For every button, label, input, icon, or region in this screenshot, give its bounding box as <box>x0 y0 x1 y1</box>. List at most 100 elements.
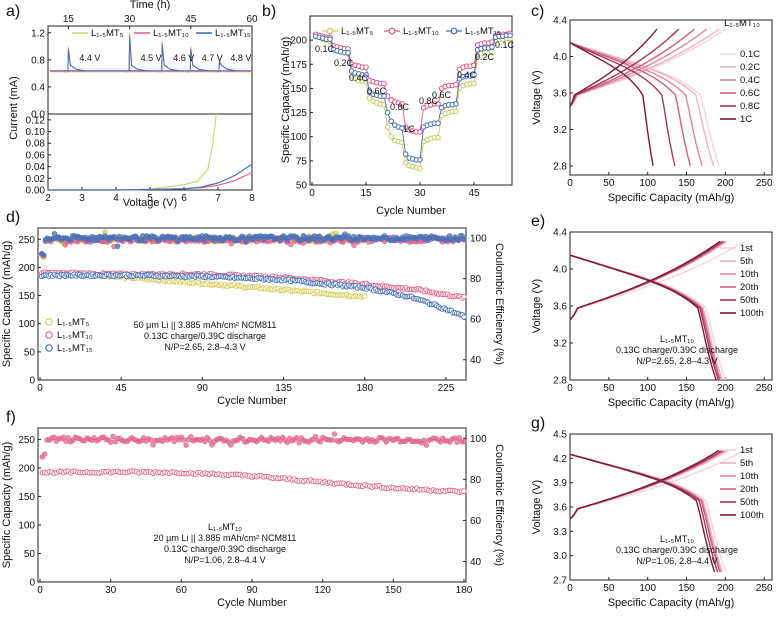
legend-d: L₁.₅MT₅ L₁.₅MT₁₀ L₁.₅MT₁₅ <box>45 317 93 354</box>
y-axis-label-e: Voltage (V) <box>531 279 543 333</box>
y-tick-label-b: 50 <box>296 181 308 192</box>
panel-f: f) 0 30 60 90 120 150 180 0 50 100 150 200 250 40 60 80 1… <box>1 409 505 609</box>
upper-y-tick-label: 0.0 <box>31 110 45 121</box>
y2-tick-label-f: 40 <box>470 557 482 568</box>
y-axis-label-c: Voltage (V) <box>531 70 543 124</box>
legend-c: 0.1C 0.2C 0.4C 0.6C 0.8C 1C <box>720 49 760 125</box>
panel-a: a) Time (h)15 30 45 600.00.40.81.24.4 V 4.5 V… <box>6 0 258 209</box>
x-tick-label-c: 250 <box>756 178 773 189</box>
annotation-e: N/P=2.65, 2.8–4.3 V <box>636 356 717 366</box>
rate-label: 0.6C <box>367 86 387 96</box>
y-tick-label-d: 150 <box>18 291 35 302</box>
x-tick-label-a: 3 <box>79 193 85 204</box>
lower-y-tick-label: 0.06 <box>26 150 46 161</box>
legend-g: 1st 5th 10th 20th 50th 100th <box>720 445 764 521</box>
x-tick-label-e: 50 <box>603 383 615 394</box>
rate-point <box>417 129 423 135</box>
y-tick-label-b: 175 <box>290 60 307 71</box>
legend-d-item-marker <box>45 318 53 326</box>
ce-point <box>42 451 48 457</box>
x-tick-label-b: 45 <box>468 188 480 199</box>
rate-point <box>453 81 459 88</box>
x-tick-label-g: 200 <box>717 583 734 594</box>
annotation-f: N/P=1.06, 2.8–4.4 V <box>184 555 265 565</box>
lower-y-tick-label: 0.10 <box>26 127 46 138</box>
ce-point <box>180 437 187 443</box>
x-tick-label-g: 100 <box>639 583 656 594</box>
upper-y-tick-label: 1.2 <box>31 28 45 39</box>
y2-tick-label-d: 80 <box>470 274 482 285</box>
ce-point <box>206 437 213 444</box>
rate-point <box>345 49 351 56</box>
legend-g-label: 50th <box>740 497 759 508</box>
ce-point <box>312 433 319 440</box>
rate-point <box>363 72 369 78</box>
x-tick-label-e: 100 <box>639 383 656 394</box>
x-tick-label-f: 30 <box>105 585 117 596</box>
legend-d-label: L₁.₅MT₁₀ <box>57 330 93 341</box>
rate-point <box>489 44 495 50</box>
y-tick-label-g: 4.5 <box>553 430 567 441</box>
rate-point <box>402 151 409 157</box>
annotation-d: 0.13C charge/0.39C discharge <box>144 331 266 341</box>
x-axis-label-g: Specific Capacity (mAh/g) <box>608 597 735 609</box>
y-tick-label-b: 200 <box>290 36 307 47</box>
y2-tick-label-f: 100 <box>470 434 487 445</box>
rate-label: 0.4C <box>457 70 477 80</box>
x-axis-label-e: Specific Capacity (mAh/g) <box>608 397 735 409</box>
y-tick-label-g: 3.9 <box>553 478 567 489</box>
legend-b-item-marker <box>450 27 458 35</box>
rate-point <box>384 124 391 130</box>
legend-d-item-marker <box>45 331 53 339</box>
x-tick-label-c: 50 <box>603 178 615 189</box>
rate-point <box>417 165 423 172</box>
charge-curve <box>569 28 680 107</box>
x-tick-label-c: 100 <box>639 178 656 189</box>
rate-point <box>381 93 387 99</box>
legend-a: L₁.₅MT₅ L₁.₅MT₁₀ L₁.₅MT₁₅ <box>72 28 251 39</box>
annotation-d: 50 μm Li || 3.885 mAh/cm² NCM811 <box>134 320 277 330</box>
annotation-e: L₁.₅MT₁₀ <box>660 334 694 344</box>
y2-tick-label-d: 100 <box>470 234 487 245</box>
rate-point <box>363 64 369 70</box>
legend-g-label: 20th <box>740 484 759 495</box>
y-tick-label-c: 3.6 <box>553 88 567 99</box>
y-tick-label-c: 4.0 <box>553 52 567 63</box>
panel-label-b: b) <box>262 3 276 20</box>
rate-label: 1C <box>403 124 415 134</box>
upper-y-tick-label: 0.8 <box>31 55 45 66</box>
y-axis-label-b: Specific Capacity (mAh/g) <box>280 37 292 164</box>
y-tick-label-d: 250 <box>18 235 35 246</box>
legend-a-label: L₁.₅MT₁₅ <box>215 28 251 39</box>
y-axis-label-f: Specific Capacity (mAh/g) <box>1 442 13 569</box>
x-tick-label-f: 60 <box>176 585 188 596</box>
x-tick-label-d: 45 <box>116 383 128 394</box>
top-tick-label: 60 <box>246 14 258 25</box>
rate-point <box>453 108 459 115</box>
y-tick-label-b: 150 <box>290 84 307 95</box>
ce-point <box>188 434 194 440</box>
x-tick-label-e: 250 <box>756 383 773 394</box>
ce-point <box>461 438 467 445</box>
y-tick-label-b: 125 <box>290 108 307 119</box>
x-tick-label-b: 15 <box>360 188 372 199</box>
x-axis-label-b: Cycle Number <box>376 205 446 217</box>
ce-point <box>40 252 47 258</box>
legend-b-label: L₁.₅MT₁₀ <box>403 26 439 37</box>
charge-curve <box>569 449 720 520</box>
x-tick-label-c: 200 <box>717 178 734 189</box>
legend-c-label: 0.8C <box>740 101 760 112</box>
x-axis-label-f: Cycle Number <box>217 597 287 609</box>
hold-voltage-label: 4.5 V <box>141 53 162 63</box>
y-tick-label-e: 4.0 <box>553 265 567 276</box>
legend-c-label: 0.1C <box>740 49 760 60</box>
y-tick-label-b: 100 <box>290 132 307 143</box>
ce-point <box>150 442 156 448</box>
x-tick-label-d: 90 <box>197 383 209 394</box>
discharge-curve <box>569 42 703 167</box>
y-tick-label-g: 4.2 <box>553 454 567 465</box>
ce-point <box>51 230 58 237</box>
x-tick-label-e: 0 <box>567 383 573 394</box>
legend-d-label: L₁.₅MT₅ <box>57 317 90 328</box>
legend-e-label: 50th <box>740 295 759 306</box>
